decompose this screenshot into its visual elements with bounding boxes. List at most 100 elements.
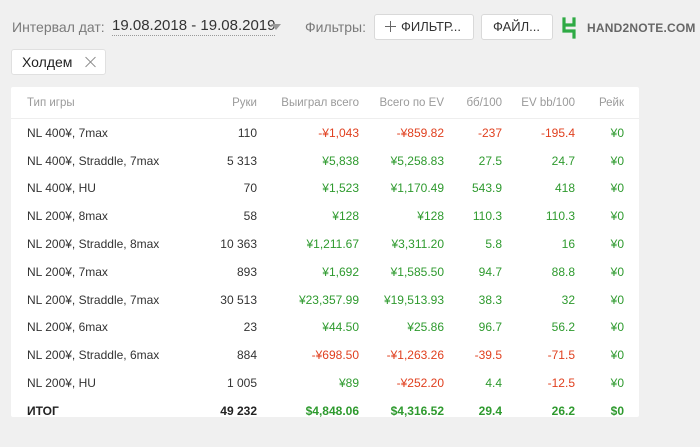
close-icon[interactable] [85,56,97,68]
table-row[interactable]: NL 400¥, Straddle, 7max 5 313 ¥5,838 ¥5,… [11,147,639,175]
ev-total-cell: ¥3,311.20 [391,237,445,252]
game-type-cell: NL 400¥, Straddle, 7max [27,153,160,168]
game-type-cell: NL 200¥, Straddle, 7max [27,292,160,307]
total-rake-cell: $0 [610,403,624,418]
total-ev-bb-100-cell: 26.2 [551,403,575,418]
ev-bb-100-cell: -71.5 [547,348,575,363]
logo-text: HAND2NOTE.COM [587,21,696,35]
chevron-down-icon[interactable] [271,24,281,30]
table-row[interactable]: NL 200¥, 7max 893 ¥1,692 ¥1,585.50 94.7 … [11,258,639,286]
rake-cell: ¥0 [610,237,624,252]
hands-cell: 884 [236,348,257,363]
ev-bb-100-cell: 56.2 [551,320,575,335]
ev-bb-100-cell: 110.3 [545,209,575,224]
game-type-cell: NL 400¥, HU [27,181,96,196]
game-type-cell: NL 200¥, HU [27,376,96,391]
bb-100-cell: 96.7 [478,320,502,335]
total-ev-cell: $4,316.52 [390,403,444,418]
won-total-cell: ¥1,211.67 [306,237,360,252]
bb-100-cell: 5.8 [485,237,502,252]
table-row[interactable]: NL 200¥, Straddle, 8max 10 363 ¥1,211.67… [11,230,639,258]
hands-cell: 893 [236,264,257,279]
game-type-cell: NL 200¥, Straddle, 8max [27,237,160,252]
hands-cell: 5 313 [226,153,257,168]
table-row[interactable]: NL 400¥, 7max 110 -¥1,043 -¥859.82 -237 … [11,119,639,147]
bb-100-cell: 543.9 [471,181,502,196]
rake-cell: ¥0 [610,292,624,307]
ev-bb-100-cell: 418 [554,181,575,196]
stats-table-card: Тип игры Руки Выиграл всего Всего по EV … [11,87,639,418]
ev-bb-100-cell: 24.7 [551,153,575,168]
won-total-cell: ¥23,357.99 [298,292,359,307]
game-type-cell: NL 200¥, Straddle, 6max [27,348,160,363]
bb-100-cell: -39.5 [474,348,502,363]
ev-total-cell: ¥5,258.83 [390,153,444,168]
rake-cell: ¥0 [610,153,624,168]
table-row[interactable]: NL 200¥, 8max 58 ¥128 ¥128 110.3 110.3 ¥… [11,202,639,230]
add-filter-button[interactable]: ФИЛЬТР... [374,14,474,40]
hands-cell: 110 [237,125,257,140]
won-total-cell: -¥698.50 [311,348,359,363]
won-total-cell: ¥1,523 [322,181,359,196]
column-header-ev-bb-100[interactable]: EV bb/100 [502,87,575,119]
top-toolbar: Интервал дат: 19.08.2018 - 19.08.2019 Фи… [0,0,700,46]
column-header-ev-total[interactable]: Всего по EV [359,87,444,119]
rake-cell: ¥0 [610,348,624,363]
bb-100-cell: 110.3 [472,209,502,224]
hands-cell: 30 513 [220,292,257,307]
total-row: ИТОГ 49 232 $4,848.06 $4,316.52 29.4 26.… [11,397,639,425]
column-header-rake[interactable]: Рейк [575,87,639,119]
ev-total-cell: -¥859.82 [396,125,444,140]
hands-cell: 10 363 [220,237,257,252]
won-total-cell: ¥128 [332,209,359,224]
hands-cell: 23 [243,320,257,335]
rake-cell: ¥0 [610,264,624,279]
table-row[interactable]: NL 400¥, HU 70 ¥1,523 ¥1,170.49 543.9 41… [11,175,639,203]
date-range-selector[interactable]: 19.08.2018 - 19.08.2019 [112,17,276,36]
table-row[interactable]: NL 200¥, 6max 23 ¥44.50 ¥25.86 96.7 56.2… [11,314,639,342]
logo-icon [562,17,576,39]
ev-bb-100-cell: 32 [561,292,575,307]
ev-bb-100-cell: -195.4 [540,125,575,140]
game-type-cell: NL 200¥, 7max [27,264,108,279]
bb-100-cell: 4.4 [485,376,502,391]
total-hands-cell: 49 232 [220,403,257,418]
ev-total-cell: ¥1,585.50 [390,264,444,279]
table-row[interactable]: NL 200¥, HU 1 005 ¥89 -¥252.20 4.4 -12.5… [11,369,639,397]
won-total-cell: ¥5,838 [322,153,359,168]
ev-bb-100-cell: 88.8 [551,264,575,279]
filter-chip-label: Холдем [22,54,73,70]
add-filter-button-label: ФИЛЬТР... [401,19,461,34]
column-header-game-type[interactable]: Тип игры [11,87,191,119]
total-bb-100-cell: 29.4 [478,403,502,418]
game-type-cell: NL 400¥, 7max [27,125,108,140]
column-header-won-total[interactable]: Выиграл всего [257,87,359,119]
rake-cell: ¥0 [610,209,624,224]
stats-table: Тип игры Руки Выиграл всего Всего по EV … [11,87,639,425]
ev-total-cell: ¥128 [417,209,444,224]
plus-icon [385,21,396,32]
total-won-cell: $4,848.06 [305,403,359,418]
rake-cell: ¥0 [610,181,624,196]
ev-total-cell: ¥1,170.49 [390,181,444,196]
files-button[interactable]: ФАЙЛ... [481,14,553,40]
column-header-bb-100[interactable]: бб/100 [444,87,502,119]
won-total-cell: ¥1,692 [322,264,359,279]
table-row[interactable]: NL 200¥, Straddle, 6max 884 -¥698.50 -¥1… [11,341,639,369]
ev-total-cell: ¥25.86 [407,320,444,335]
bb-100-cell: -237 [477,125,502,140]
filter-chip-holdem: Холдем [11,49,106,75]
won-total-cell: ¥89 [338,376,359,391]
hands-cell: 58 [243,209,257,224]
rake-cell: ¥0 [610,320,624,335]
ev-total-cell: ¥19,513.93 [383,292,444,307]
column-header-hands[interactable]: Руки [191,87,257,119]
table-row[interactable]: NL 200¥, Straddle, 7max 30 513 ¥23,357.9… [11,286,639,314]
ev-total-cell: -¥1,263.26 [386,348,444,363]
table-header-row: Тип игры Руки Выиграл всего Всего по EV … [11,87,639,119]
files-button-label: ФАЙЛ... [493,19,540,34]
ev-total-cell: -¥252.20 [396,376,444,391]
hands-cell: 70 [243,181,257,196]
hands-cell: 1 005 [226,376,257,391]
filters-label: Фильтры: [305,19,366,35]
